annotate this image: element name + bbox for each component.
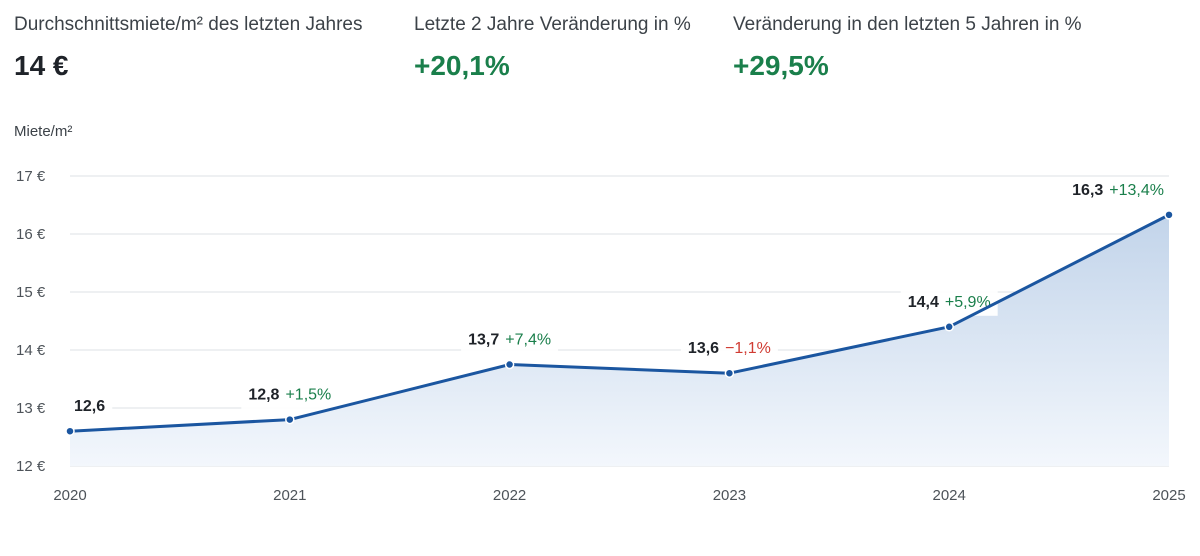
change-label: +13,4% — [1109, 182, 1164, 199]
value-label: 16,3 — [1072, 182, 1103, 199]
change-label: +7,4% — [505, 332, 551, 349]
data-label: 12,8 +1,5% — [241, 381, 339, 409]
data-label: 13,6 −1,1% — [680, 335, 778, 363]
stat-label: Durchschnittsmiete/m² des letzten Jahres — [14, 14, 363, 35]
data-label-background — [241, 381, 339, 409]
y-tick-label: 14 € — [16, 342, 46, 359]
data-label-background — [1065, 176, 1171, 204]
value-label: 12,6 — [74, 398, 105, 415]
x-tick-label: 2020 — [53, 487, 86, 504]
summary-stats: Durchschnittsmiete/m² des letzten Jahres… — [14, 14, 1200, 94]
y-tick-label: 16 € — [16, 226, 46, 243]
change-label: −1,1% — [725, 340, 771, 357]
stat-label: Veränderung in den letzten 5 Jahren in % — [733, 14, 1082, 35]
data-point — [285, 414, 295, 425]
data-label-text: 12,8 +1,5% — [248, 387, 331, 404]
y-tick-label: 15 € — [16, 284, 46, 301]
data-points — [65, 210, 1174, 436]
data-labels: 12,6 12,8 +1,5% 13,7 +7,4% 13,6 −1,1% 14,4 +5,9%… — [67, 176, 1171, 421]
data-point — [1164, 210, 1174, 220]
data-label-text: 13,6 −1,1% — [688, 340, 771, 357]
data-point — [724, 368, 735, 378]
y-axis-label: Miete/m² — [14, 123, 73, 140]
y-tick-label: 12 € — [16, 458, 46, 475]
data-label-text: 16,3 +13,4% — [1072, 182, 1164, 199]
value-label: 13,7 — [468, 332, 499, 349]
value-label: 13,6 — [688, 340, 719, 357]
area-fill — [70, 214, 1169, 466]
value-label: 14,4 — [908, 294, 939, 311]
x-axis-ticks: 2020 2021 2022 2023 2024 2025 — [53, 487, 1185, 504]
stat-average-rent: Durchschnittsmiete/m² des letzten Jahres… — [14, 14, 362, 82]
x-tick-label: 2025 — [1152, 487, 1185, 504]
change-label: +5,9% — [945, 294, 991, 311]
data-label-text: 12,6 — [74, 398, 105, 415]
data-label: 13,7 +7,4% — [461, 326, 559, 354]
data-label-background — [461, 326, 559, 354]
y-tick-label: 17 € — [16, 168, 46, 185]
data-label: 14,4 +5,9% — [900, 288, 998, 316]
stat-value: 14 € — [14, 50, 69, 81]
x-tick-label: 2023 — [713, 487, 746, 504]
data-label-text: 14,4 +5,9% — [908, 294, 991, 311]
data-point — [944, 322, 954, 332]
series-line — [69, 213, 1170, 433]
stat-label: Letzte 2 Jahre Veränderung in % — [414, 14, 691, 35]
y-tick-label: 13 € — [16, 400, 46, 417]
data-label-text: 13,7 +7,4% — [468, 332, 551, 349]
data-label-background — [680, 335, 778, 363]
data-label: 16,3 +13,4% — [1065, 176, 1171, 204]
x-tick-label: 2021 — [273, 487, 306, 504]
stat-change-5-years: Veränderung in den letzten 5 Jahren in %… — [733, 14, 1082, 82]
stat-value: +29,5% — [733, 50, 829, 81]
x-tick-label: 2024 — [933, 487, 966, 504]
stat-change-2-years: Letzte 2 Jahre Veränderung in % +20,1% — [414, 14, 691, 82]
stat-value: +20,1% — [414, 50, 510, 81]
x-tick-label: 2022 — [493, 487, 526, 504]
data-label: 12,6 — [67, 393, 113, 421]
change-label: +1,5% — [285, 387, 331, 404]
data-point — [65, 426, 75, 436]
data-point — [504, 359, 515, 370]
value-label: 12,8 — [248, 387, 279, 404]
data-label-background — [67, 393, 113, 421]
y-axis-ticks: 12 € 13 € 14 € 15 € 16 € 17 € — [16, 168, 46, 475]
